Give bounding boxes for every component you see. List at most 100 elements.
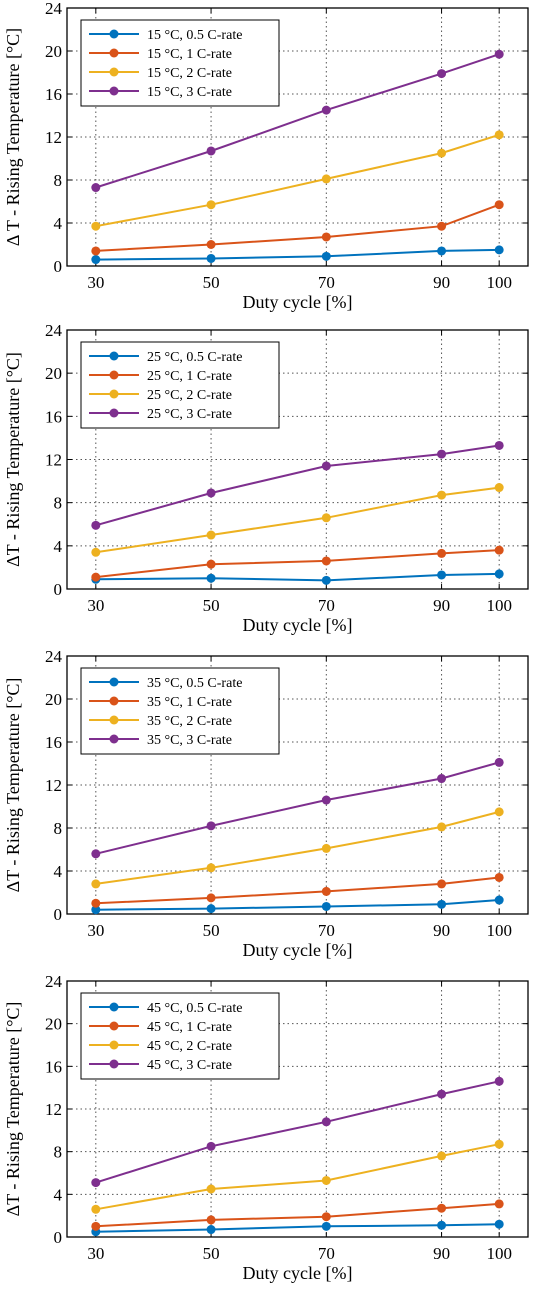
legend-marker	[109, 1040, 119, 1050]
data-point	[206, 146, 216, 156]
x-tick-label: 90	[433, 596, 450, 615]
data-point	[91, 547, 101, 557]
data-point	[91, 183, 101, 193]
data-point	[91, 1221, 101, 1231]
legend-label: 15 °C, 0.5 C-rate	[147, 28, 242, 43]
y-tick-label: 16	[45, 733, 62, 752]
x-tick-label: 50	[203, 596, 220, 615]
data-point	[321, 795, 331, 805]
data-point	[91, 221, 101, 231]
y-axis-title: Δ T - Rising Temperature [°C]	[3, 28, 23, 246]
y-tick-label: 4	[54, 537, 63, 556]
data-point	[494, 569, 504, 579]
data-point	[437, 246, 447, 256]
data-point	[494, 1199, 504, 1209]
data-point	[494, 245, 504, 255]
x-tick-label: 30	[87, 921, 104, 940]
data-point	[206, 1225, 216, 1235]
data-point	[206, 530, 216, 540]
legend-label: 15 °C, 2 C-rate	[147, 66, 232, 81]
data-point	[321, 1117, 331, 1127]
data-point	[206, 488, 216, 498]
legend-label: 15 °C, 1 C-rate	[147, 47, 232, 62]
data-point	[494, 440, 504, 450]
data-point	[321, 575, 331, 585]
legend-label: 25 °C, 2 C-rate	[147, 388, 232, 403]
data-point	[206, 863, 216, 873]
legend-marker	[109, 389, 119, 399]
x-tick-label: 100	[486, 1244, 512, 1263]
x-tick-label: 90	[433, 1244, 450, 1263]
legend-label: 25 °C, 1 C-rate	[147, 369, 232, 384]
x-tick-label: 100	[486, 273, 512, 292]
x-tick-label: 70	[318, 596, 335, 615]
data-point	[494, 1076, 504, 1086]
y-tick-label: 12	[45, 1100, 62, 1119]
x-tick-label: 30	[87, 273, 104, 292]
chart-panel-4: 0 4 8 12 16 20 24 30 50 70 90 100 Duty cycle [%] ΔT -…	[3, 972, 529, 1283]
legend-marker	[109, 1059, 119, 1069]
legend: 45 °C, 0.5 C-rate 45 °C, 1 C-rate 45 °C, 2…	[80, 992, 280, 1080]
legend-label: 45 °C, 2 C-rate	[147, 1039, 232, 1054]
y-tick-label: 16	[45, 407, 62, 426]
data-point	[437, 1089, 447, 1099]
data-point	[494, 872, 504, 882]
legend-marker	[109, 48, 119, 58]
legend-marker	[109, 86, 119, 96]
data-point	[321, 232, 331, 242]
legend-marker	[109, 29, 119, 39]
y-tick-label: 8	[54, 494, 63, 513]
data-point	[321, 843, 331, 853]
x-tick-label: 70	[318, 1244, 335, 1263]
data-point	[206, 904, 216, 914]
y-tick-label: 20	[45, 42, 62, 61]
data-point	[437, 490, 447, 500]
data-point	[91, 246, 101, 256]
y-tick-label: 0	[54, 257, 63, 276]
data-point	[437, 822, 447, 832]
data-point	[91, 1204, 101, 1214]
legend-label: 45 °C, 3 C-rate	[147, 1058, 232, 1073]
y-tick-label: 24	[45, 321, 63, 340]
data-point	[91, 905, 101, 915]
x-tick-label: 30	[87, 596, 104, 615]
y-tick-label: 8	[54, 1143, 63, 1162]
x-tick-label: 50	[203, 1244, 220, 1263]
legend: 15 °C, 0.5 C-rate 15 °C, 1 C-rate 15 °C, 2…	[80, 19, 280, 107]
x-axis-title: Duty cycle [%]	[243, 615, 353, 635]
y-tick-label: 0	[54, 1228, 63, 1247]
chart-panel-1: 0 4 8 12 16 20 24 30 50 70 90 100 Duty cycle [%] Δ T …	[3, 0, 529, 312]
y-axis-title: ΔT - Rising Temperature [°C]	[3, 352, 23, 567]
y-tick-label: 4	[54, 862, 63, 881]
data-point	[321, 251, 331, 261]
x-tick-label: 70	[318, 273, 335, 292]
legend-marker	[109, 351, 119, 361]
data-point	[437, 221, 447, 231]
data-point	[206, 1215, 216, 1225]
y-tick-label: 24	[45, 0, 63, 18]
data-point	[494, 807, 504, 817]
data-point	[91, 520, 101, 530]
data-point	[91, 572, 101, 582]
data-point	[437, 449, 447, 459]
data-point	[437, 1220, 447, 1230]
chart-panel-3: 0 4 8 12 16 20 24 30 50 70 90 100 Duty cycle [%] ΔT -…	[3, 647, 529, 960]
legend-marker	[109, 1002, 119, 1012]
data-point	[321, 886, 331, 896]
data-point	[206, 1184, 216, 1194]
legend-marker	[109, 67, 119, 77]
x-tick-label: 70	[318, 921, 335, 940]
y-tick-label: 0	[54, 580, 63, 599]
legend-label: 25 °C, 0.5 C-rate	[147, 350, 242, 365]
legend-label: 35 °C, 3 C-rate	[147, 733, 232, 748]
data-point	[91, 879, 101, 889]
y-tick-label: 8	[54, 171, 63, 190]
data-point	[437, 570, 447, 580]
data-point	[91, 849, 101, 859]
legend-label: 45 °C, 0.5 C-rate	[147, 1001, 242, 1016]
x-tick-label: 100	[486, 921, 512, 940]
x-tick-label: 50	[203, 921, 220, 940]
data-point	[321, 901, 331, 911]
x-tick-label: 30	[87, 1244, 104, 1263]
